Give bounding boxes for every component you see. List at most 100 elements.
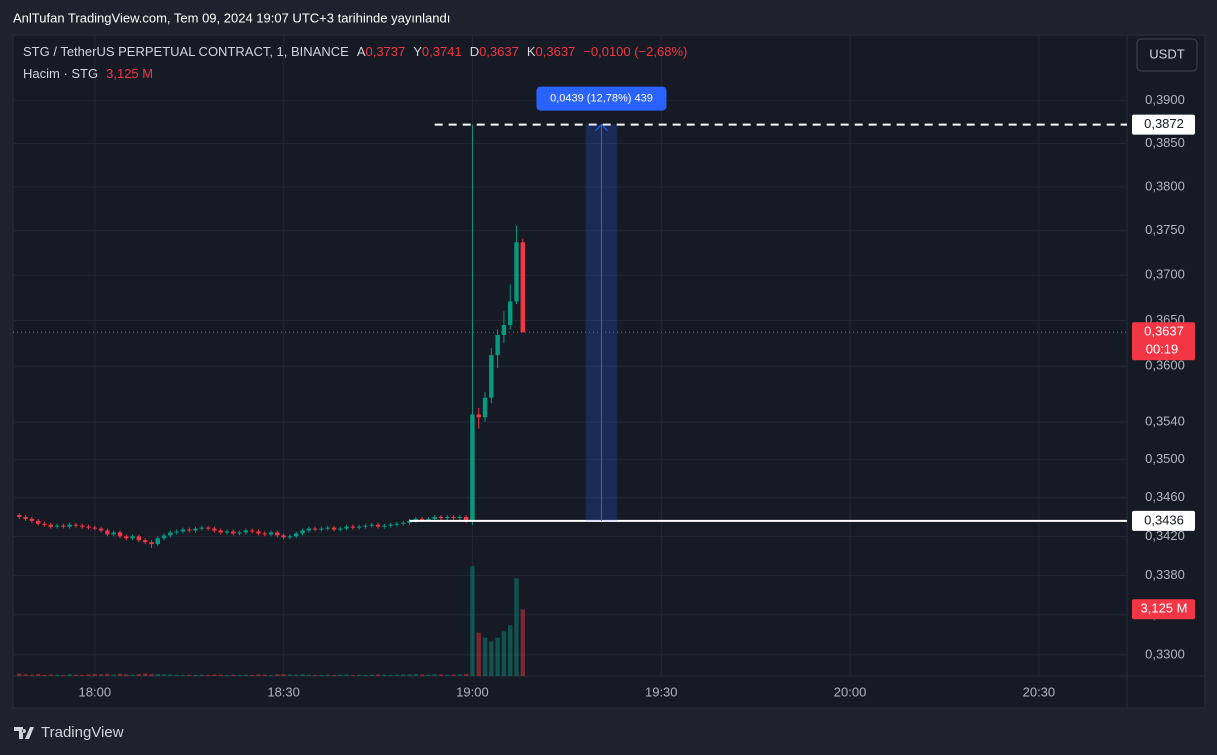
volume-bar: [476, 632, 481, 676]
symbol-legend: STG / TetherUS PERPETUAL CONTRACT, 1, BI…: [23, 44, 687, 59]
price-tag: 0,3872: [1144, 116, 1184, 131]
volume-bar: [438, 674, 444, 676]
volume-bar: [325, 674, 330, 676]
volume-bar: [105, 673, 110, 676]
volume-bar: [54, 674, 60, 676]
volume-tag: 3,125 M: [1141, 601, 1188, 616]
volume-bar: [243, 674, 249, 676]
volume-bar: [388, 674, 393, 676]
volume-legend: Hacim · STG 3,125 M: [23, 66, 153, 81]
y-tick-label: 0,3800: [1145, 178, 1185, 193]
volume-bar: [117, 673, 123, 676]
y-tick-label: 0,3460: [1145, 489, 1185, 504]
volume-bar: [508, 625, 513, 676]
candle-body: [142, 540, 148, 543]
volume-bar: [161, 674, 167, 676]
volume-bar: [256, 674, 261, 676]
change: −0,0100 (−2,68%): [583, 44, 687, 59]
volume-bar: [136, 674, 142, 676]
candle-body: [105, 530, 110, 535]
volume-bar: [237, 674, 242, 676]
volume-bar: [35, 674, 41, 676]
candle-body: [388, 524, 393, 526]
y-tick-label: 0,3380: [1145, 567, 1185, 582]
candle-body: [338, 528, 343, 530]
candle-body: [495, 335, 500, 356]
candle-body: [80, 525, 85, 527]
candle-body: [470, 414, 475, 521]
volume-tag-bg: [1132, 599, 1195, 620]
volume-bar: [73, 674, 79, 676]
candle-body: [501, 324, 507, 336]
candle-body: [29, 518, 35, 521]
volume-bar: [187, 674, 192, 676]
volume-bar: [262, 674, 267, 676]
candle-body: [520, 242, 525, 333]
candle-body: [42, 523, 47, 525]
volume-bar: [407, 674, 412, 676]
volume-bar: [401, 674, 406, 676]
volume-bar: [212, 674, 217, 676]
volume-bar: [294, 674, 299, 676]
x-tick-label: 19:30: [645, 684, 678, 699]
candle-body: [199, 527, 205, 529]
volume-bar: [124, 674, 129, 676]
candle-body: [432, 517, 437, 519]
y-tick-label: 0,3600: [1145, 358, 1185, 373]
candle-body: [262, 533, 267, 535]
candle-body: [457, 517, 463, 519]
volume-value: 3,125 M: [106, 66, 153, 81]
volume-bar: [111, 674, 116, 676]
symbol: STG / TetherUS PERPETUAL CONTRACT, 1, BI…: [23, 44, 349, 59]
candle-body: [375, 524, 381, 527]
volume-bar: [394, 674, 400, 676]
candle-body: [287, 536, 293, 538]
volume-bar: [363, 674, 368, 676]
candle-body: [117, 532, 123, 537]
candle-body: [394, 523, 400, 525]
candle-body: [136, 536, 142, 541]
candle-body: [92, 527, 98, 529]
ohlc-key: A: [357, 44, 366, 59]
volume-bar: [92, 674, 98, 676]
candle-body: [356, 526, 362, 528]
candle-body: [363, 525, 368, 527]
candle-body: [369, 524, 374, 526]
candle-body: [319, 528, 324, 530]
volume-bar: [80, 674, 85, 676]
volume-bar: [445, 674, 450, 676]
x-tick-label: 20:30: [1023, 684, 1056, 699]
volume-bar: [375, 674, 381, 676]
candle-body: [331, 527, 337, 530]
y-tick-label: 0,3500: [1145, 451, 1185, 466]
candle-body: [401, 522, 406, 524]
price-tag-bg: [1132, 510, 1195, 531]
candle-body: [281, 535, 286, 538]
footer-logo: [14, 727, 34, 739]
volume-bar: [17, 673, 22, 676]
candle-body: [249, 530, 255, 532]
volume-bar: [205, 674, 211, 676]
candle-body: [23, 517, 28, 519]
y-tick-label: 0,3300: [1145, 646, 1185, 661]
volume-bar: [268, 674, 274, 676]
candle-body: [312, 528, 318, 530]
volume-bar: [23, 674, 28, 676]
last-price-tag-bg: [1132, 322, 1195, 361]
x-tick-label: 19:00: [456, 684, 489, 699]
volume-bar: [300, 674, 305, 676]
currency-button[interactable]: [1136, 38, 1198, 72]
ohlc-key: D: [470, 44, 479, 59]
volume-bar: [319, 674, 324, 676]
ohlc-value: 0,3741: [422, 44, 462, 59]
volume-bar: [142, 673, 148, 676]
candle-body: [193, 528, 198, 531]
candle-body: [155, 538, 160, 545]
candle-body: [344, 526, 349, 529]
candle-body: [124, 536, 129, 539]
currency-label[interactable]: USDT: [1149, 46, 1184, 61]
candle-body: [218, 530, 223, 533]
volume-bar: [382, 674, 387, 676]
candle-body: [187, 529, 192, 531]
volume-bar: [451, 674, 456, 676]
